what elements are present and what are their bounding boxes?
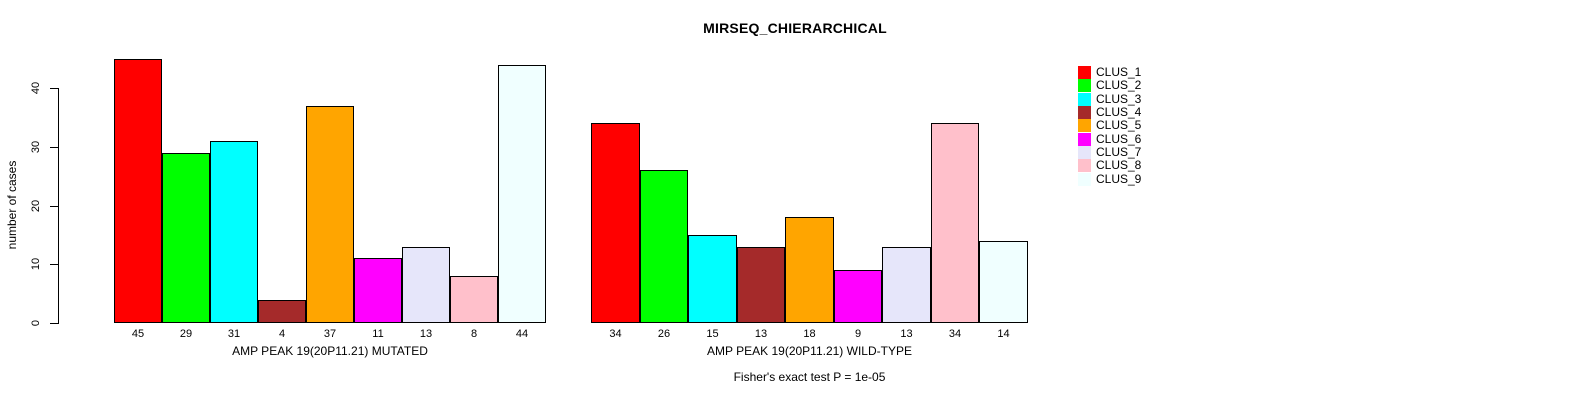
bar-value-label: 13 — [754, 328, 768, 340]
bar-CLUS_3-panel1 — [210, 140, 258, 323]
bar-CLUS_4-panel2 — [737, 246, 785, 323]
bar-CLUS_9-panel2 — [979, 240, 1028, 324]
bar-CLUS_2-panel2 — [640, 170, 688, 324]
bar-CLUS_8-panel2 — [931, 123, 979, 324]
bar-value-label: 37 — [323, 328, 337, 340]
bar-CLUS_5-panel2 — [785, 217, 834, 324]
legend-label: CLUS_9 — [1096, 171, 1142, 186]
bar-CLUS_9-panel1 — [498, 64, 546, 323]
bar-CLUS_7-panel2 — [882, 246, 931, 323]
legend-item-CLUS_5: CLUS_5 — [1078, 118, 1142, 133]
legend-item-CLUS_4: CLUS_4 — [1078, 106, 1141, 119]
legend-item-CLUS_7: CLUS_7 — [1078, 145, 1142, 160]
bar-value-label: 4 — [278, 328, 286, 340]
legend-label: CLUS_4 — [1096, 105, 1142, 119]
bar-value-label: 26 — [657, 328, 671, 340]
legend-swatch — [1078, 119, 1091, 133]
y-axis-label: number of cases — [5, 160, 19, 250]
bar-value-label: 13 — [419, 328, 433, 340]
bar-CLUS_5-panel1 — [306, 105, 354, 323]
legend-swatch — [1078, 132, 1091, 146]
legend-swatch — [1078, 79, 1091, 93]
bar-value-label: 18 — [803, 328, 816, 340]
bar-CLUS_6-panel2 — [834, 270, 882, 323]
bar-value-label: 15 — [706, 328, 719, 340]
legend-label: CLUS_7 — [1096, 145, 1142, 160]
bar-CLUS_4-panel1 — [258, 299, 306, 323]
legend-item-CLUS_1: CLUS_1 — [1078, 66, 1141, 79]
bar-value-label: 11 — [372, 328, 384, 340]
y-tick-mark — [50, 323, 58, 324]
bar-value-label: 13 — [900, 328, 913, 340]
bar-value-label: 14 — [997, 328, 1010, 340]
bar-value-label: 34 — [609, 328, 622, 340]
legend-item-CLUS_3: CLUS_3 — [1078, 91, 1142, 106]
legend-label: CLUS_6 — [1096, 131, 1142, 146]
legend-swatch — [1078, 159, 1091, 173]
y-tick-label: 30 — [30, 140, 42, 153]
legend-item-CLUS_2: CLUS_2 — [1078, 78, 1142, 93]
bar-value-label: 45 — [131, 328, 145, 340]
legend-swatch — [1078, 106, 1091, 119]
bar-CLUS_1-panel2 — [591, 123, 640, 324]
legend-swatch — [1078, 66, 1091, 79]
legend-swatch — [1078, 172, 1091, 186]
bar-CLUS_6-panel1 — [354, 258, 402, 323]
bar-CLUS_7-panel1 — [402, 246, 450, 323]
legend-swatch — [1078, 92, 1091, 106]
legend-swatch — [1078, 146, 1091, 160]
legend-label: CLUS_2 — [1096, 78, 1142, 93]
chart-title: MIRSEQ_CHIERARCHICAL — [703, 20, 887, 36]
bar-CLUS_8-panel1 — [450, 276, 498, 323]
legend-label: CLUS_1 — [1096, 65, 1142, 79]
y-tick-label: 40 — [30, 81, 42, 95]
bar-value-label: 44 — [515, 328, 529, 340]
bar-value-label: 29 — [179, 328, 193, 340]
legend-item-CLUS_8: CLUS_8 — [1078, 158, 1142, 173]
y-tick-mark — [50, 205, 58, 207]
bar-CLUS_3-panel2 — [688, 234, 737, 323]
legend-item-CLUS_9: CLUS_9 — [1078, 171, 1142, 186]
y-tick-label: 20 — [30, 199, 42, 212]
bar-value-label: 34 — [948, 328, 962, 340]
x-axis-label-mutated: AMP PEAK 19(20P11.21) MUTATED — [232, 344, 428, 358]
bar-CLUS_1-panel1 — [114, 58, 162, 323]
x-axis-label-wildtype: AMP PEAK 19(20P11.21) WILD-TYPE — [707, 344, 912, 358]
bar-value-label: 8 — [470, 328, 478, 340]
bar-CLUS_2-panel1 — [162, 152, 210, 323]
y-tick-label: 0 — [30, 319, 42, 327]
y-tick-mark — [50, 146, 58, 148]
legend-label: CLUS_3 — [1096, 91, 1142, 106]
fisher-test-annotation: Fisher's exact test P = 1e-05 — [733, 370, 886, 384]
legend-item-CLUS_6: CLUS_6 — [1078, 131, 1142, 146]
bar-value-label: 31 — [227, 328, 241, 340]
legend-label: CLUS_8 — [1096, 158, 1142, 173]
y-tick-mark — [50, 88, 58, 89]
y-axis-line — [58, 88, 59, 324]
bar-value-label: 9 — [854, 328, 862, 340]
y-tick-label: 10 — [30, 258, 42, 271]
y-tick-mark — [50, 264, 58, 266]
legend-label: CLUS_5 — [1096, 118, 1142, 133]
